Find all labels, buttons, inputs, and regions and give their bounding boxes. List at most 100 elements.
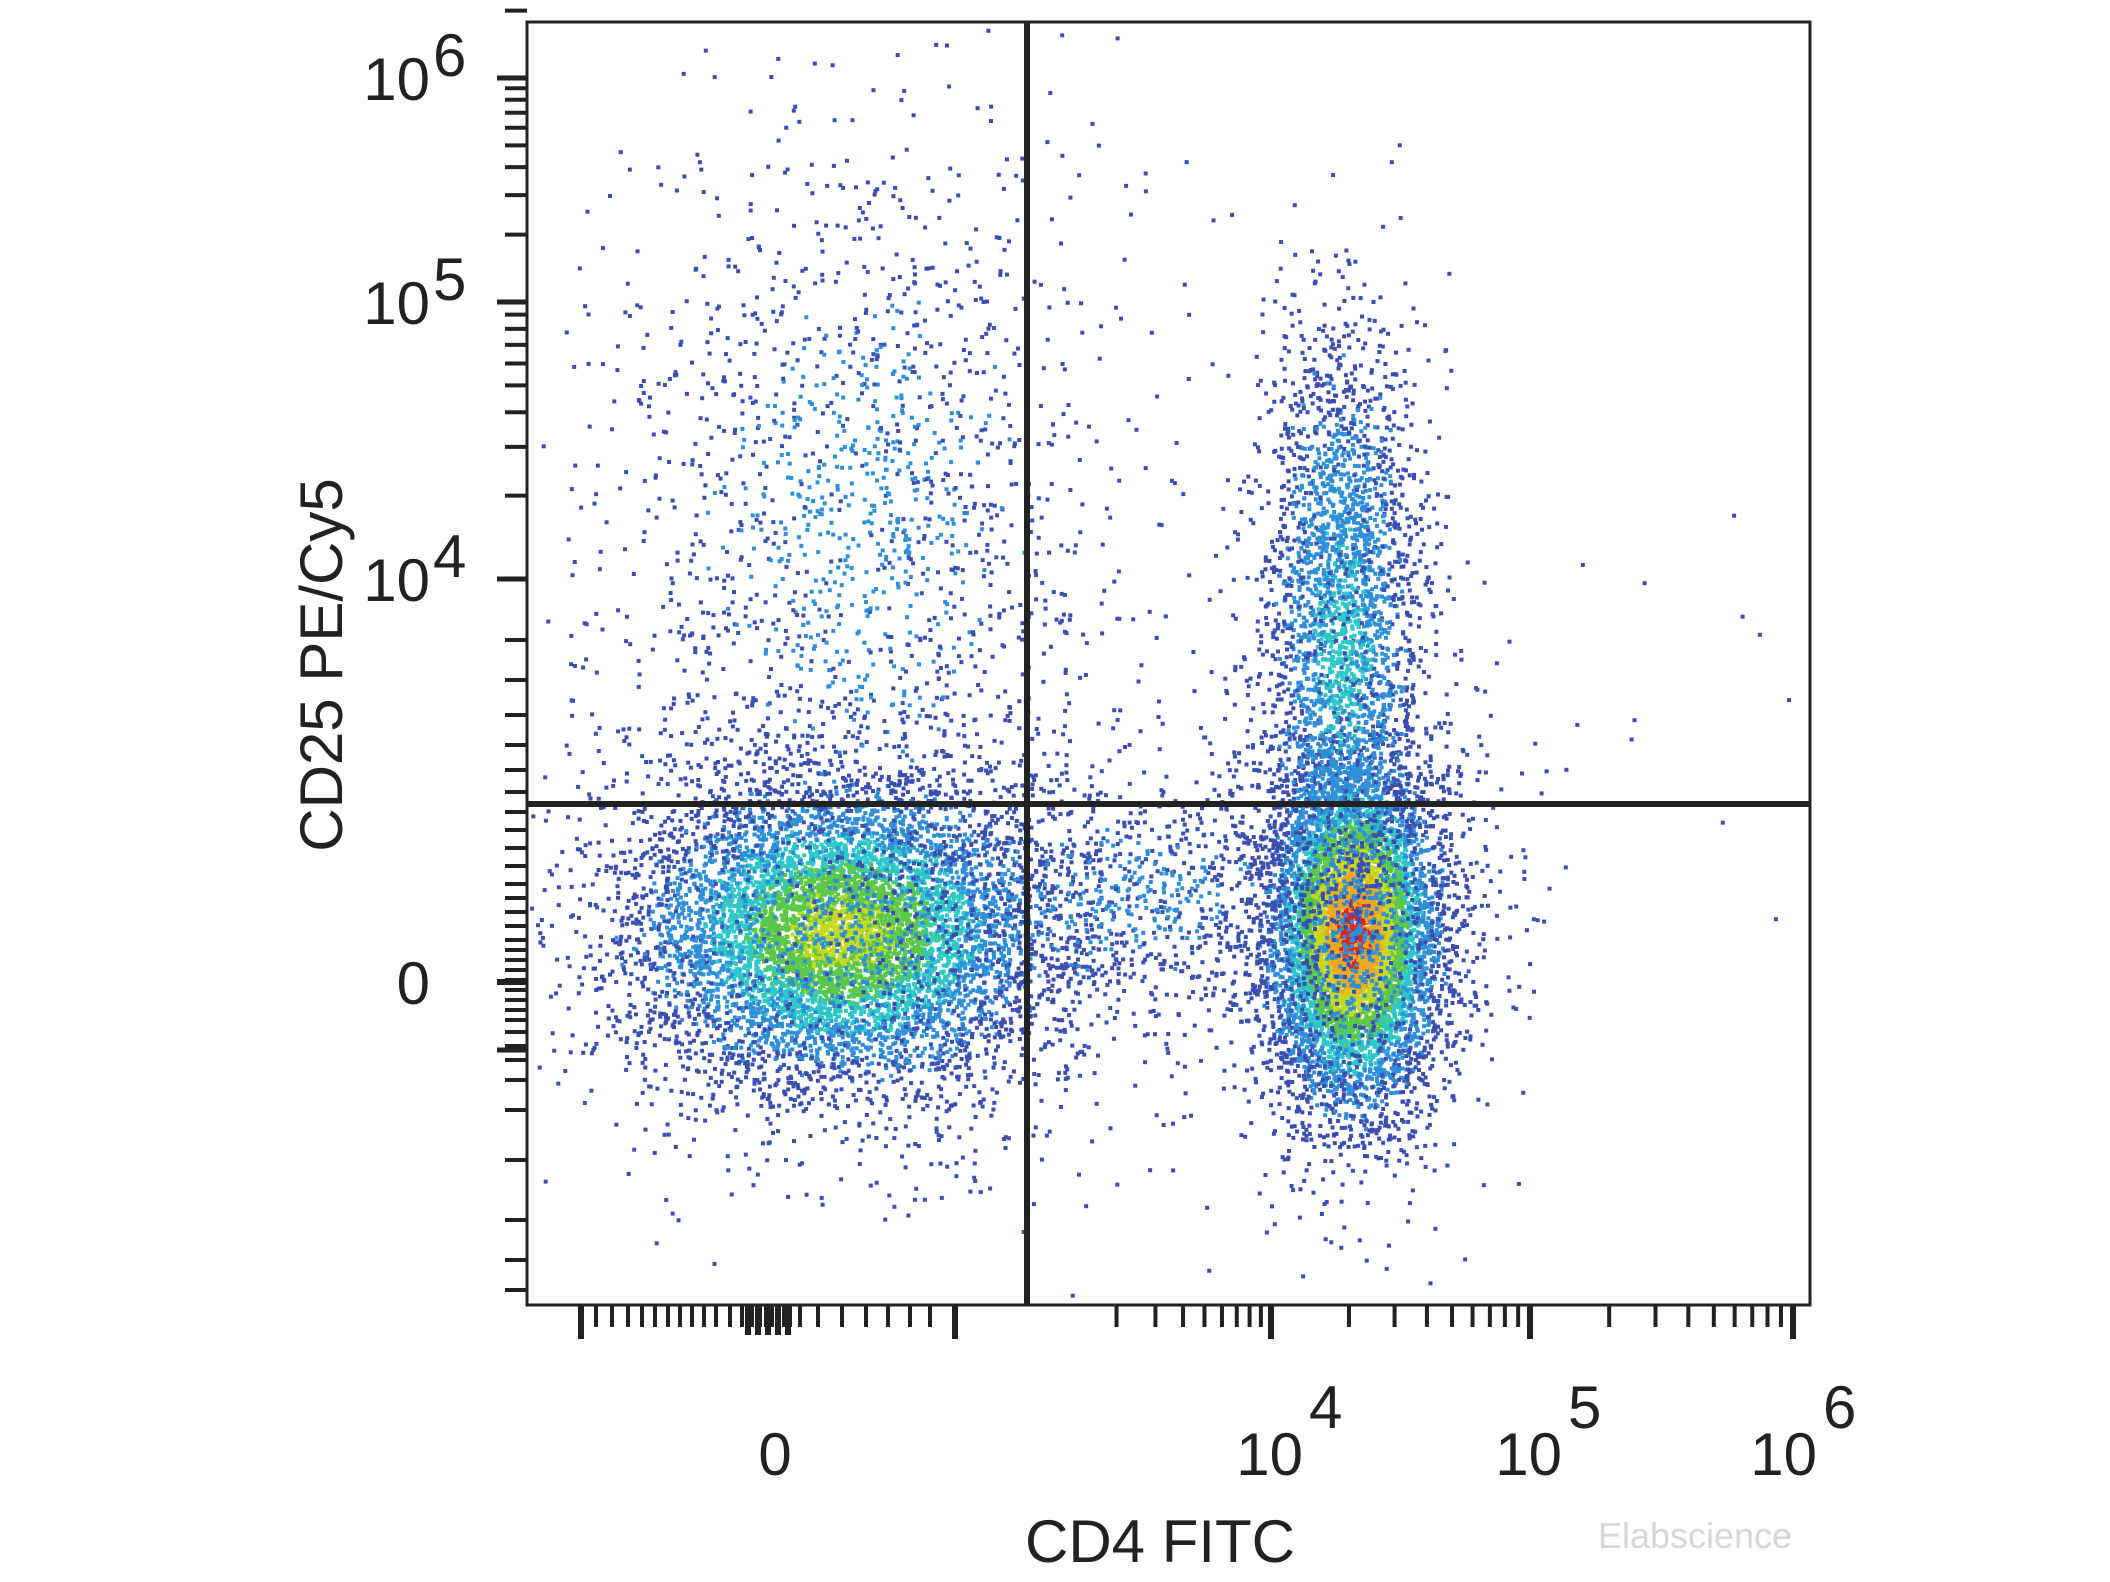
event-dot: [801, 809, 805, 813]
event-dot: [940, 1044, 944, 1048]
event-dot: [753, 833, 757, 837]
event-dot: [651, 870, 655, 874]
event-dot: [638, 910, 642, 914]
event-dot: [818, 921, 822, 925]
event-dot: [878, 890, 882, 894]
event-dot: [847, 730, 851, 734]
event-dot: [1040, 854, 1044, 858]
event-dot: [952, 769, 956, 773]
event-dot: [834, 1018, 838, 1022]
event-dot: [945, 914, 949, 918]
event-dot: [726, 968, 730, 972]
event-dot: [1030, 1022, 1034, 1026]
event-dot: [983, 1070, 987, 1074]
event-dot: [1062, 1007, 1066, 1011]
event-dot: [844, 1009, 848, 1013]
event-dot: [819, 1075, 823, 1079]
event-dot: [597, 841, 601, 845]
event-dot: [969, 980, 973, 984]
event-dot: [1093, 934, 1097, 938]
event-dot: [959, 905, 963, 909]
event-dot: [901, 793, 905, 797]
event-dot: [842, 785, 846, 789]
event-dot: [758, 1087, 762, 1091]
event-dot: [837, 818, 841, 822]
event-dot: [646, 987, 650, 991]
event-dot: [764, 1008, 768, 1012]
event-dot: [687, 913, 691, 917]
event-dot: [921, 1012, 925, 1016]
event-dot: [945, 1063, 949, 1067]
event-dot: [943, 984, 947, 988]
event-dot: [786, 1087, 790, 1091]
event-dot: [730, 973, 734, 977]
event-dot: [876, 838, 880, 842]
event-dot: [889, 1074, 893, 1078]
event-dot: [782, 780, 786, 784]
event-dot: [731, 989, 735, 993]
event-dot: [727, 764, 731, 768]
event-dot: [941, 1036, 945, 1040]
event-dot: [904, 1057, 908, 1061]
event-dot: [698, 913, 702, 917]
event-dot: [662, 915, 666, 919]
event-dot: [992, 1056, 996, 1060]
event-dot: [827, 825, 831, 829]
event-dot: [677, 902, 681, 906]
event-dot: [1095, 830, 1099, 834]
event-dot: [877, 1080, 881, 1084]
event-dot: [760, 923, 764, 927]
event-dot: [733, 811, 737, 815]
event-dot: [906, 876, 910, 880]
event-dot: [786, 778, 790, 782]
event-dot: [1033, 1014, 1037, 1018]
event-dot: [727, 842, 731, 846]
event-dot: [943, 992, 947, 996]
event-dot: [977, 854, 981, 858]
event-dot: [788, 1024, 792, 1028]
event-dot: [790, 783, 794, 787]
event-dot: [710, 994, 714, 998]
event-dot: [771, 1131, 775, 1135]
event-dot: [905, 837, 909, 841]
event-dot: [647, 905, 651, 909]
event-dot: [797, 1095, 801, 1099]
event-dot: [632, 1005, 636, 1009]
event-dot: [883, 861, 887, 865]
event-dot: [625, 906, 629, 910]
event-dot: [948, 918, 952, 922]
event-dot: [588, 945, 592, 949]
event-dot: [787, 1081, 791, 1085]
event-dot: [709, 998, 713, 1002]
event-dot: [866, 817, 870, 821]
event-dot: [978, 890, 982, 894]
event-dot: [1113, 854, 1117, 858]
event-dot: [628, 982, 632, 986]
event-dot: [932, 834, 936, 838]
event-dot: [927, 975, 931, 979]
event-dot: [994, 821, 998, 825]
event-dot: [634, 858, 638, 862]
event-dot: [721, 982, 725, 986]
event-dot: [929, 847, 933, 851]
event-dot: [640, 894, 644, 898]
event-dot: [889, 1028, 893, 1032]
event-dot: [1092, 946, 1096, 950]
event-dot: [777, 891, 781, 895]
event-dot: [878, 1032, 882, 1036]
event-dot: [720, 1057, 724, 1061]
event-dot: [689, 909, 693, 913]
event-dot: [878, 1110, 882, 1114]
event-dot: [766, 872, 770, 876]
event-dot: [843, 1120, 847, 1124]
event-dot: [739, 1026, 743, 1030]
event-dot: [966, 1077, 970, 1081]
event-dot: [667, 865, 671, 869]
event-dot: [1072, 1008, 1076, 1012]
event-dot: [669, 897, 673, 901]
event-dot: [801, 843, 805, 847]
event-dot: [723, 899, 727, 903]
event-dot: [728, 719, 732, 723]
event-dot: [1038, 907, 1042, 911]
event-dot: [821, 821, 825, 825]
